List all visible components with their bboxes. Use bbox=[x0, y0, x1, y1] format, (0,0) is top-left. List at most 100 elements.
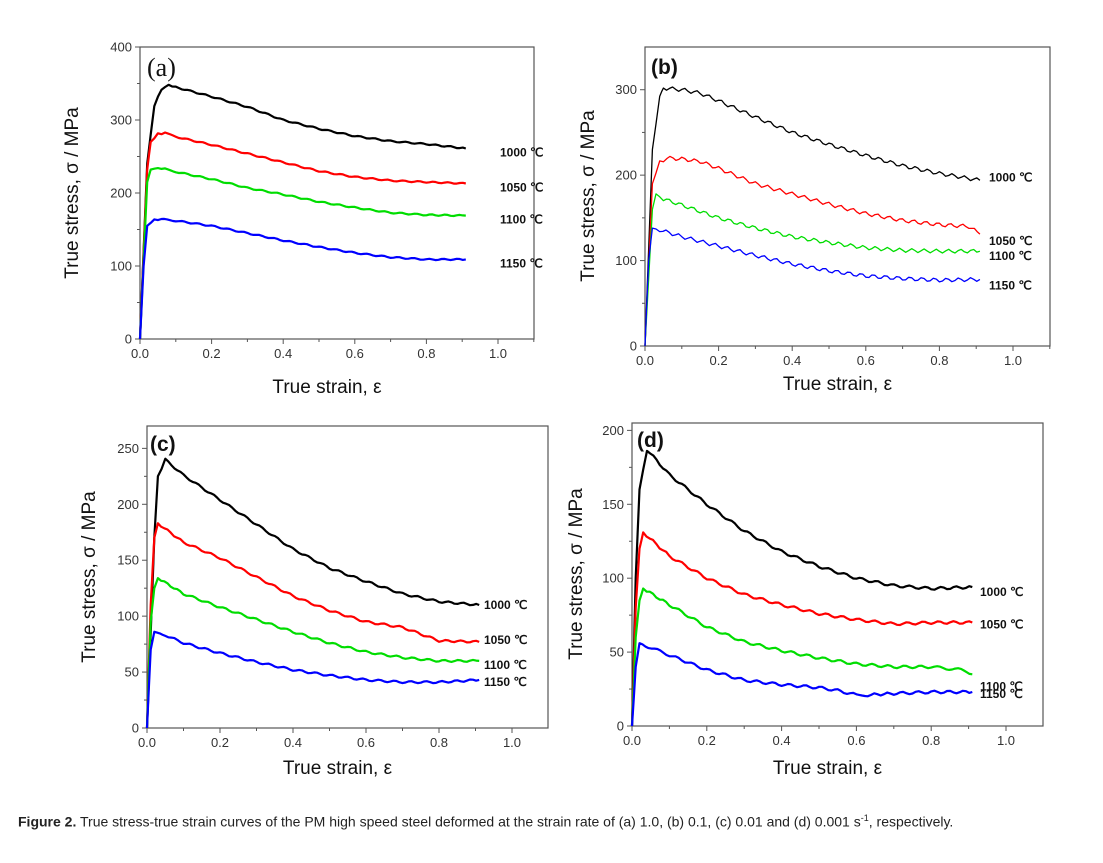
series-line-1100 bbox=[145, 577, 480, 729]
x-tick-label: 0.6 bbox=[857, 353, 875, 368]
figure-caption-sup: -1 bbox=[860, 813, 869, 823]
series-label: 1050 ℃ bbox=[500, 181, 544, 195]
series-label: 1000 ℃ bbox=[989, 170, 1033, 184]
y-tick-label: 0 bbox=[132, 721, 139, 736]
x-tick-label: 0.2 bbox=[203, 346, 221, 361]
series-line-1100 bbox=[630, 587, 973, 727]
y-tick-label: 50 bbox=[610, 645, 624, 660]
y-tick-label: 200 bbox=[615, 168, 637, 183]
series-label: 1150 ℃ bbox=[980, 687, 1023, 701]
plot-frame bbox=[139, 46, 535, 340]
x-tick-label: 0.8 bbox=[922, 733, 940, 748]
series-line-1050 bbox=[644, 155, 981, 347]
series-line-1000 bbox=[145, 457, 480, 729]
y-tick-label: 200 bbox=[110, 186, 132, 201]
series-label: 1100 ℃ bbox=[980, 679, 1023, 693]
series-label: 1100 ℃ bbox=[989, 249, 1032, 263]
series-line-1150 bbox=[145, 630, 480, 729]
series-line-1150 bbox=[630, 642, 973, 727]
y-tick-label: 200 bbox=[602, 423, 624, 438]
y-axis-title: True stress, σ / MPa bbox=[566, 488, 587, 660]
y-tick-label: 0 bbox=[617, 719, 624, 734]
figure-caption-tail: , respectively. bbox=[868, 813, 954, 830]
y-axis-title: True stress, σ / MPa bbox=[62, 107, 83, 279]
y-axis-title: True stress, σ / MPa bbox=[578, 110, 599, 282]
panel-label: (d) bbox=[637, 429, 664, 452]
series-label: 1050 ℃ bbox=[989, 234, 1033, 248]
series-line-1000 bbox=[138, 83, 467, 340]
series-label: 1000 ℃ bbox=[980, 585, 1024, 599]
y-tick-label: 300 bbox=[615, 82, 637, 97]
x-axis-title: True strain, ε bbox=[283, 758, 393, 779]
y-tick-label: 50 bbox=[125, 665, 139, 680]
x-tick-label: 1.0 bbox=[997, 733, 1015, 748]
y-tick-label: 200 bbox=[117, 497, 139, 512]
y-tick-label: 100 bbox=[110, 259, 132, 274]
x-axis-title: True strain, ε bbox=[783, 374, 893, 395]
y-tick-label: 0 bbox=[630, 339, 637, 354]
series-line-1000 bbox=[644, 86, 981, 347]
series-line-1050 bbox=[145, 522, 480, 729]
figure-2: 0.0 0.2 0.4 0.6 0.8 1.0 0 100 200 300 400 True stra… bbox=[62, 40, 1051, 779]
y-tick-label: 100 bbox=[602, 571, 624, 586]
series-line-1100 bbox=[138, 167, 466, 340]
x-tick-label: 0.6 bbox=[357, 735, 375, 750]
x-axis-title: True strain, ε bbox=[773, 758, 883, 779]
x-tick-label: 1.0 bbox=[489, 346, 507, 361]
panel-label: (c) bbox=[150, 433, 176, 456]
x-tick-label: 0.8 bbox=[930, 353, 948, 368]
series-label: 1050 ℃ bbox=[980, 618, 1024, 632]
x-tick-label: 0.4 bbox=[773, 733, 791, 748]
plot-frame bbox=[644, 46, 1051, 347]
x-tick-label: 0.4 bbox=[284, 735, 302, 750]
x-tick-label: 1.0 bbox=[1004, 353, 1022, 368]
x-tick-label: 0.2 bbox=[698, 733, 716, 748]
panel-c: 0.0 0.2 0.4 0.6 0.8 1.0 0 50 100 150 200 250 True st… bbox=[79, 425, 549, 779]
figure-caption-text: True stress-true strain curves of the PM… bbox=[76, 813, 861, 830]
y-tick-label: 100 bbox=[117, 609, 139, 624]
x-tick-label: 0.8 bbox=[417, 346, 435, 361]
series-label: 1100 ℃ bbox=[484, 658, 527, 672]
y-tick-label: 0 bbox=[125, 332, 132, 347]
series-label: 1000 ℃ bbox=[500, 145, 544, 159]
series-line-1150 bbox=[138, 217, 466, 340]
plot-frame bbox=[631, 422, 1044, 727]
series-label: 1150 ℃ bbox=[989, 278, 1032, 292]
series-line-1050 bbox=[630, 531, 973, 727]
x-tick-label: 0.4 bbox=[274, 346, 292, 361]
x-tick-label: 0.6 bbox=[346, 346, 364, 361]
y-axis-title: True stress, σ / MPa bbox=[79, 491, 100, 663]
y-tick-label: 400 bbox=[110, 40, 132, 55]
series-label: 1100 ℃ bbox=[500, 213, 543, 227]
series-line-1050 bbox=[138, 131, 467, 340]
series-line-1100 bbox=[644, 193, 981, 347]
x-tick-label: 0.0 bbox=[138, 735, 156, 750]
y-tick-label: 150 bbox=[602, 497, 624, 512]
series-label: 1150 ℃ bbox=[484, 675, 527, 689]
x-tick-label: 0.6 bbox=[847, 733, 865, 748]
y-tick-label: 300 bbox=[110, 113, 132, 128]
x-tick-label: 1.0 bbox=[503, 735, 521, 750]
panel-a: 0.0 0.2 0.4 0.6 0.8 1.0 0 100 200 300 400 True stra… bbox=[62, 40, 544, 399]
x-tick-label: 0.2 bbox=[211, 735, 229, 750]
series-label: 1150 ℃ bbox=[500, 256, 543, 270]
panel-b: 0.0 0.2 0.4 0.6 0.8 1.0 0 100 200 300 True strain,… bbox=[578, 46, 1051, 395]
y-tick-label: 250 bbox=[117, 441, 139, 456]
x-axis-title: True strain, ε bbox=[272, 377, 382, 398]
panel-d: 0.0 0.2 0.4 0.6 0.8 1.0 0 50 100 150 200 True strai… bbox=[566, 422, 1044, 779]
x-tick-label: 0.4 bbox=[783, 353, 801, 368]
x-tick-label: 0.2 bbox=[710, 353, 728, 368]
panel-label: (a) bbox=[147, 53, 176, 82]
panel-label: (b) bbox=[651, 56, 678, 79]
x-tick-label: 0.0 bbox=[623, 733, 641, 748]
series-label: 1000 ℃ bbox=[484, 598, 528, 612]
y-tick-label: 150 bbox=[117, 553, 139, 568]
x-tick-label: 0.0 bbox=[636, 353, 654, 368]
figure-caption: Figure 2. True stress-true strain curves… bbox=[18, 808, 1093, 832]
series-line-1150 bbox=[644, 227, 981, 347]
series-label: 1050 ℃ bbox=[484, 633, 528, 647]
x-tick-label: 0.0 bbox=[131, 346, 149, 361]
series-line-1000 bbox=[630, 449, 973, 727]
x-tick-label: 0.8 bbox=[430, 735, 448, 750]
figure-caption-label: Figure 2. bbox=[18, 813, 77, 830]
